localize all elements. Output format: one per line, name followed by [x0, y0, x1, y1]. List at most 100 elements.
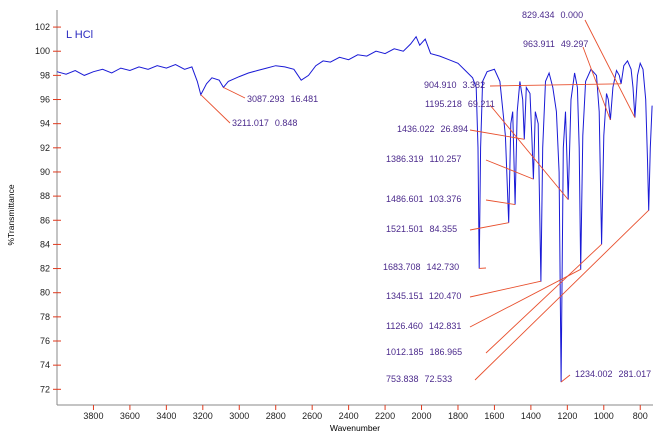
annotation-value: 0.000 [561, 10, 584, 20]
spectrum-line [56, 35, 653, 383]
annotation-value: 120.470 [429, 291, 462, 301]
annotation-value: 142.730 [427, 262, 460, 272]
y-tick-label: 82 [40, 264, 50, 274]
y-tick-label: 98 [40, 70, 50, 80]
annotation-value: 103.376 [429, 194, 462, 204]
annotation-value: 84.355 [430, 224, 458, 234]
x-axis-label: Wavenumber [330, 423, 380, 432]
y-tick-label: 72 [40, 384, 50, 394]
annotation-label: 1386.319 110.257 [386, 154, 461, 164]
annotation-value: 16.481 [291, 94, 319, 104]
annotation-label: 1126.460 142.831 [386, 321, 461, 331]
annotation-value: 142.831 [429, 321, 462, 331]
annotation-label: 3087.293 16.481 [247, 94, 318, 104]
x-tick-label: 3200 [193, 411, 213, 421]
annotation-value: 26.894 [441, 124, 469, 134]
annotation-label: 1486.601 103.376 [386, 194, 461, 204]
y-tick-label: 102 [35, 22, 50, 32]
annotation-value: 3.382 [463, 80, 486, 90]
annotation-wavenumber: 1234.002 [575, 369, 613, 379]
y-axis-label: %Transmittance [6, 184, 16, 245]
annotation-wavenumber: 829.434 [522, 10, 555, 20]
annotation-label: 1195.218 69.211 [425, 99, 495, 109]
y-tick-label: 96 [40, 95, 50, 105]
annotation-wavenumber: 963.911 [523, 39, 555, 49]
annotation-label: 829.434 0.000 [522, 10, 583, 20]
annotation-label: 1345.151 120.470 [386, 291, 461, 301]
annotation-wavenumber: 1436.022 [397, 124, 435, 134]
x-tick-label: 2400 [339, 411, 359, 421]
y-tick-label: 80 [40, 288, 50, 298]
annotation-wavenumber: 1386.319 [386, 154, 424, 164]
x-tick-label: 2600 [302, 411, 322, 421]
x-tick-label: 3400 [156, 411, 176, 421]
annotation-label: 963.911 49.297 [523, 39, 588, 49]
annotation-label: 1436.022 26.894 [397, 124, 468, 134]
x-tick-label: 2800 [266, 411, 286, 421]
annotation-leader [485, 199, 516, 206]
annotation-value: 49.297 [561, 39, 589, 49]
annotation-wavenumber: 1486.601 [386, 194, 424, 204]
annotation-leader [474, 209, 649, 381]
annotation-value: 69.211 [468, 99, 495, 109]
annotation-leader [485, 159, 534, 180]
annotation-label: 1521.501 84.355 [386, 224, 457, 234]
x-tick-label: 3600 [120, 411, 140, 421]
annotation-label: 753.838 72.533 [386, 374, 452, 384]
x-tick-label: 800 [633, 411, 648, 421]
annotation-wavenumber: 3211.017 [232, 118, 269, 128]
y-tick-label: 74 [40, 360, 50, 370]
annotation-wavenumber: 1683.708 [383, 262, 421, 272]
annotation-label: 1012.185 186.965 [386, 347, 462, 357]
annotation-wavenumber: 1521.501 [386, 224, 424, 234]
annotation-leader [223, 86, 246, 99]
annotation-leader [469, 268, 581, 328]
annotation-leader [560, 374, 571, 383]
annotation-leader [200, 94, 231, 124]
annotation-leader [469, 129, 525, 140]
y-tick-label: 88 [40, 191, 50, 201]
x-tick-label: 1800 [448, 411, 468, 421]
annotation-wavenumber: 1012.185 [386, 347, 424, 357]
annotation-label: 3211.017 0.848 [232, 118, 297, 128]
annotation-leader [582, 46, 611, 121]
annotation-leader [469, 280, 541, 298]
annotation-label: 904.910 3.382 [424, 80, 485, 90]
annotation-value: 110.257 [430, 154, 462, 164]
y-tick-label: 76 [40, 336, 50, 346]
annotation-wavenumber: 753.838 [386, 374, 419, 384]
annotation-leader [485, 243, 602, 354]
y-tick-label: 100 [35, 46, 50, 56]
y-tick-label: 78 [40, 312, 50, 322]
annotation-label: 1234.002 281.017 [575, 369, 651, 379]
x-tick-label: 3800 [83, 411, 103, 421]
annotation-value: 0.848 [275, 118, 298, 128]
x-tick-label: 3000 [229, 411, 249, 421]
annotation-wavenumber: 3087.293 [247, 94, 285, 104]
annotation-label: 1683.708 142.730 [383, 262, 459, 272]
annotation-wavenumber: 1345.151 [386, 291, 424, 301]
annotation-leader [584, 19, 636, 118]
x-tick-label: 2200 [375, 411, 395, 421]
annotation-leader [469, 222, 509, 231]
x-tick-label: 1200 [557, 411, 577, 421]
annotation-leader [489, 104, 569, 200]
annotation-wavenumber: 1126.460 [386, 321, 423, 331]
x-tick-label: 1400 [521, 411, 541, 421]
chart-title: L HCl [66, 29, 93, 41]
annotation-leader [489, 83, 622, 87]
y-tick-label: 90 [40, 167, 50, 177]
x-tick-label: 1000 [594, 411, 614, 421]
annotation-value: 281.017 [619, 369, 652, 379]
annotation-value: 186.965 [430, 347, 463, 357]
y-tick-label: 84 [40, 239, 50, 249]
x-tick-label: 2000 [412, 411, 432, 421]
annotation-value: 72.533 [425, 374, 453, 384]
y-tick-label: 94 [40, 119, 50, 129]
y-tick-label: 92 [40, 143, 50, 153]
x-tick-label: 1600 [484, 411, 504, 421]
annotation-wavenumber: 1195.218 [425, 99, 462, 109]
annotation-wavenumber: 904.910 [424, 80, 457, 90]
